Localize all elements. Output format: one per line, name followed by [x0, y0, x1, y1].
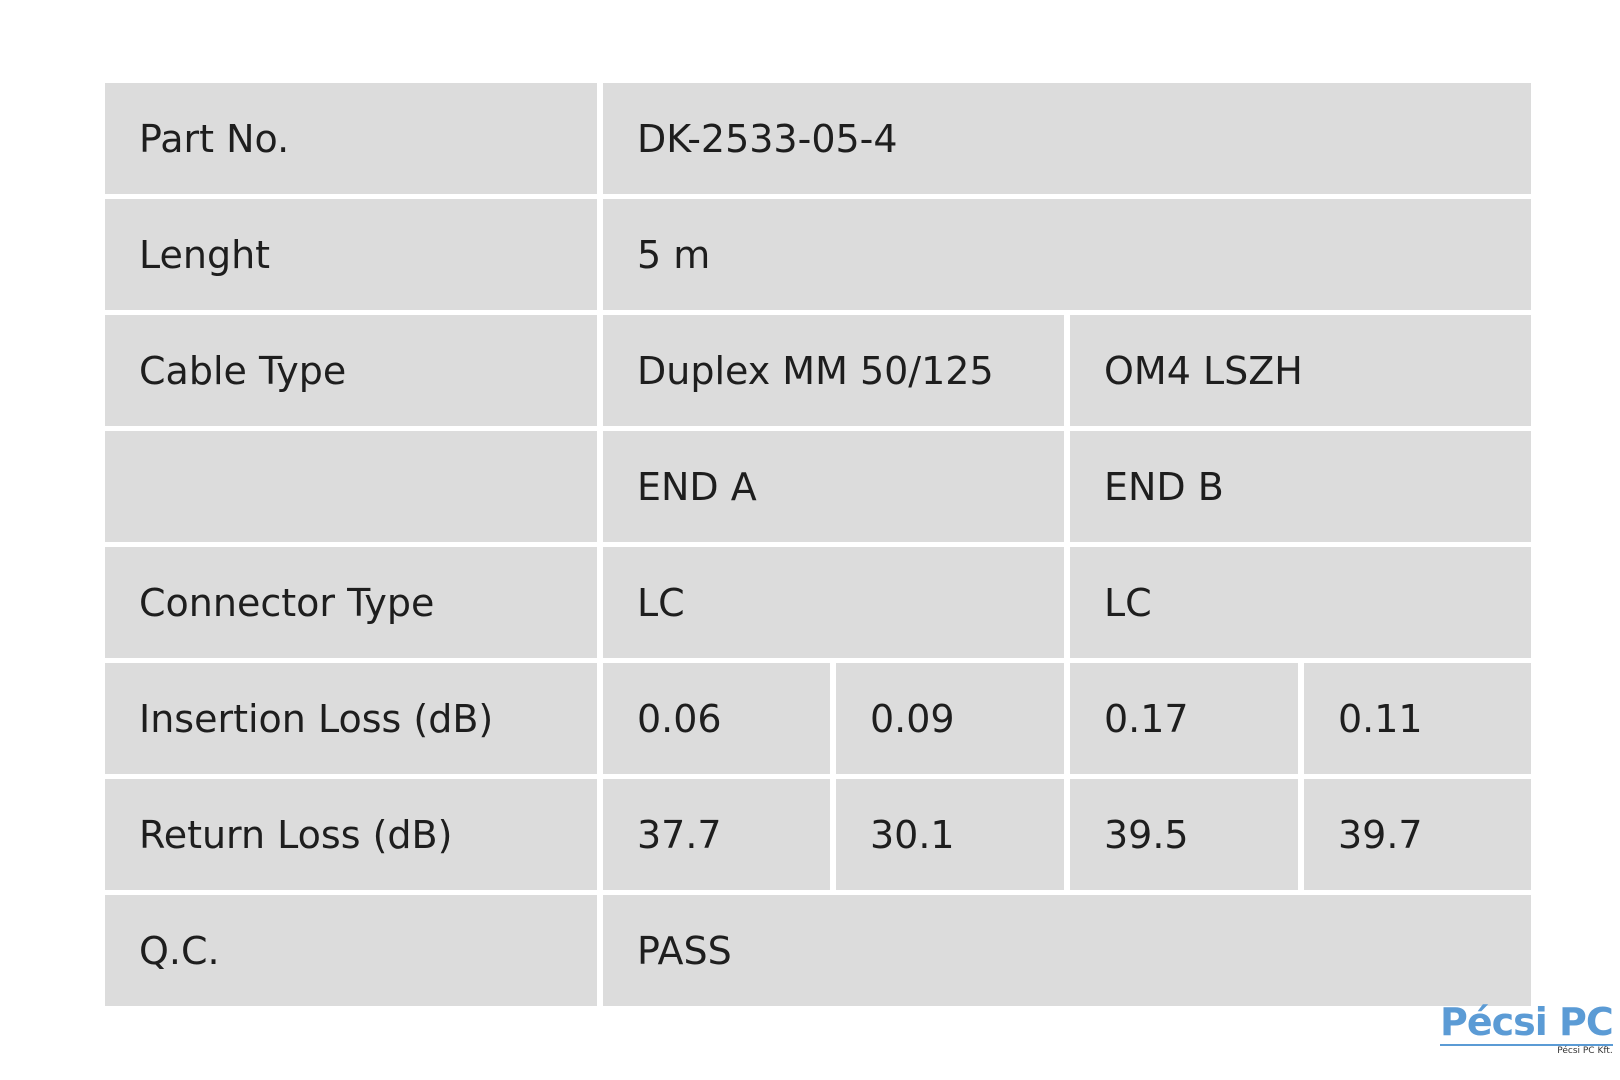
- value-cell: Duplex MM 50/125: [603, 315, 1064, 426]
- logo: Pécsi PC Pécsi PC Kft.: [1440, 1000, 1614, 1056]
- value-cell: END B: [1070, 431, 1531, 542]
- value-cell: 37.7: [603, 779, 830, 890]
- row-label: Insertion Loss (dB): [105, 663, 597, 774]
- value-cell: 39.5: [1070, 779, 1298, 890]
- logo-text: Pécsi PC: [1440, 1000, 1614, 1046]
- spec-table: Part No. DK-2533-05-4 Lenght 5 m Cable Type D…: [105, 83, 1531, 1006]
- value-cell: 0.11: [1304, 663, 1531, 774]
- row-label: Q.C.: [105, 895, 597, 1006]
- value-cell: LC: [1070, 547, 1531, 658]
- value-cell: 39.7: [1304, 779, 1531, 890]
- row-label: Lenght: [105, 199, 597, 310]
- row-label: Return Loss (dB): [105, 779, 597, 890]
- value-cell: DK-2533-05-4: [603, 83, 1531, 194]
- value-cell: 5 m: [603, 199, 1531, 310]
- row-label: Part No.: [105, 83, 597, 194]
- row-label: Connector Type: [105, 547, 597, 658]
- row-label: Cable Type: [105, 315, 597, 426]
- value-cell: 0.06: [603, 663, 830, 774]
- value-cell: PASS: [603, 895, 1531, 1006]
- value-cell: END A: [603, 431, 1064, 542]
- value-cell: 30.1: [836, 779, 1064, 890]
- row-label: [105, 431, 597, 542]
- value-cell: 0.17: [1070, 663, 1298, 774]
- logo-subtext: Pécsi PC Kft.: [1557, 1046, 1613, 1056]
- value-cell: LC: [603, 547, 1064, 658]
- value-cell: OM4 LSZH: [1070, 315, 1531, 426]
- value-cell: 0.09: [836, 663, 1064, 774]
